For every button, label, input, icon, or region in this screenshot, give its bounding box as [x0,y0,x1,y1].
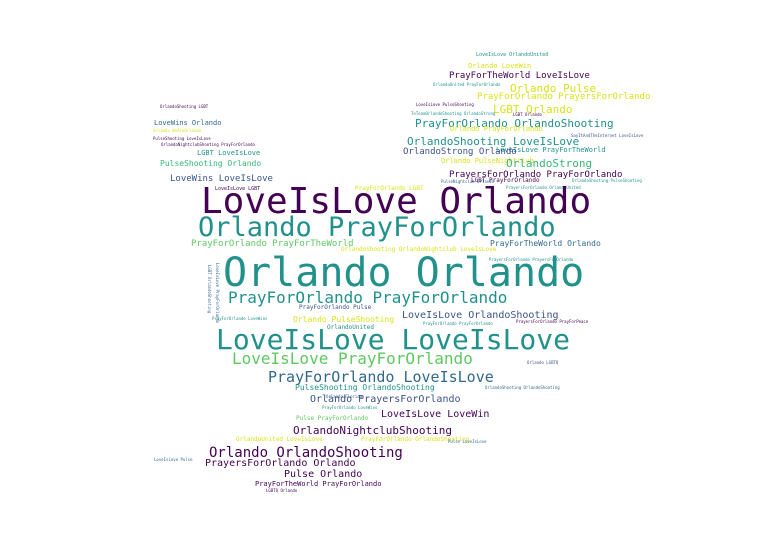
cloud-word: PrayForOrlando LoveWins [322,405,378,410]
cloud-word: PrayersForOrlando PrayForOrlando [449,170,623,180]
cloud-word: OrlandoShooting OrlandoShooting [485,385,560,390]
cloud-word: OrlandoStrong Orlando [403,147,517,157]
cloud-word: Pulse LoveIsLove [448,439,487,444]
cloud-word: LoveIsLove Orlando [201,181,592,222]
cloud-word: LGBT PrayForOrlando [471,177,540,184]
cloud-word: Orlando PrayForOrlando [198,212,556,243]
cloud-word: PulseShooting LoveIsLove [153,136,211,141]
cloud-word: PulseNightclub Orlando [441,179,494,184]
cloud-word: PrayersForOrlando OrlandoUnited [506,185,581,190]
cloud-word: PrayForOrlando OrlandoShooting [361,436,470,443]
cloud-word: OrlandoStrong [506,157,593,170]
cloud-word: Orlando PulseShooting [293,315,395,324]
cloud-word: LGBT OrlandoShooting [207,265,212,314]
cloud-word: PrayersForOrlando PrayForPeace [516,319,589,324]
cloud-word: LoveIsLove OrlandoUnited [476,52,549,58]
cloud-word: PrayersForOrlando Orlando [205,458,356,469]
cloud-word: Pulse Orlando [284,469,363,480]
cloud-word: PrayForOrlando PrayForTheWorld [191,239,354,249]
cloud-word: OrlandoUnited PrayForOrlando [433,82,501,87]
cloud-word: OrlandoUnited [327,324,374,331]
cloud-word: PrayForOrlando PrayForOrlando [228,288,508,307]
cloud-word: PrayForOrlando OrlandoShooting [415,117,614,130]
cloud-word: SayItAndTheInternet LoveIsLove [571,133,644,138]
cloud-word: PulseShooting OrlandoShooting [295,383,435,392]
cloud-word: Orlando Pulse [510,82,597,95]
cloud-word: Pulse PrayForOrlando [296,415,369,422]
cloud-word: Orlando PrayForOrlando [450,125,543,133]
cloud-word: LoveIsLove OrlandoShooting [402,310,559,321]
cloud-word: Orlando LGBTQ [527,360,559,365]
cloud-word: PrayForOrlando LoveWins [212,316,268,321]
cloud-word: OrlandoNightclubShooting PrayForOrlando [161,142,255,147]
cloud-word: LGBT Orlando [513,112,542,117]
cloud-word: OrlandoShooting LGBT [160,104,209,109]
cloud-word: Orlando OrlandoShooting [209,445,403,461]
cloud-word: LoveIsLove Pulse [154,457,193,462]
cloud-word: LGBT Orlando [493,103,573,116]
cloud-word: OrlandoUnited LoveIsLove [236,436,323,443]
cloud-word: OrlandoNightclubShooting [293,424,452,437]
cloud-word: LoveIsLove PulseShooting [416,102,474,107]
cloud-word: ToTeamOrlandoShooting OrlandoStrong [411,111,496,116]
cloud-word: LoveWins Orlando [154,119,222,127]
cloud-word: PrayForOrlando Pulse [299,304,372,311]
cloud-word: PrayersForOrlando PrayersForOrlando [489,257,574,262]
cloud-word: Orlando LoveWin [468,62,532,70]
cloud-word: LoveIsLove PrayForTheWorld [496,146,606,154]
cloud-word: LoveIsLove PrayForOrlando [215,263,220,324]
cloud-word: Orlando WeAreOrlando [153,128,202,133]
cloud-word: LGBT LoveIsLove [197,149,261,157]
cloud-word: PulseShooting Orlando [160,159,262,168]
cloud-word: LoveIsLove LoveIsLove [216,323,571,356]
cloud-word: OrlandoShooting LoveIsLove [407,135,580,148]
cloud-word: OrlandoShooting PulseShooting [572,178,642,183]
cloud-word: Orlando Florida [326,394,363,399]
cloud-word: PrayForOrlando LoveIsLove [268,368,494,386]
cloud-word: Orlando PulseNightclub [441,157,534,165]
cloud-word: LoveIsLove LGBT [215,186,261,192]
cloud-word: PrayForTheWorld Orlando [490,239,601,248]
cloud-word: LoveIsLove LoveWin [381,409,490,420]
cloud-word: PrayForTheWorld PrayForOrlando [255,480,382,488]
cloud-word: PrayForOrlando PrayersForOrlando [477,92,651,102]
cloud-word: PrayForOrlando PrayForOrlando [423,321,493,326]
cloud-word: OrlandoShooting OrlandoNightclub LoveIsL… [341,246,497,253]
cloud-word: LGBTQ Orlando [266,488,298,493]
cloud-word: LoveWins LoveIsLove [170,174,273,184]
cloud-word: Orlando PrayersForOrlando [310,394,461,405]
cloud-word: PrayForOrlando LGBT [355,185,424,192]
cloud-word: Orlando Orlando [223,250,585,296]
cloud-word: LoveIsLove PrayForOrlando [232,349,473,368]
cloud-word: PrayForTheWorld LoveIsLove [449,71,590,81]
